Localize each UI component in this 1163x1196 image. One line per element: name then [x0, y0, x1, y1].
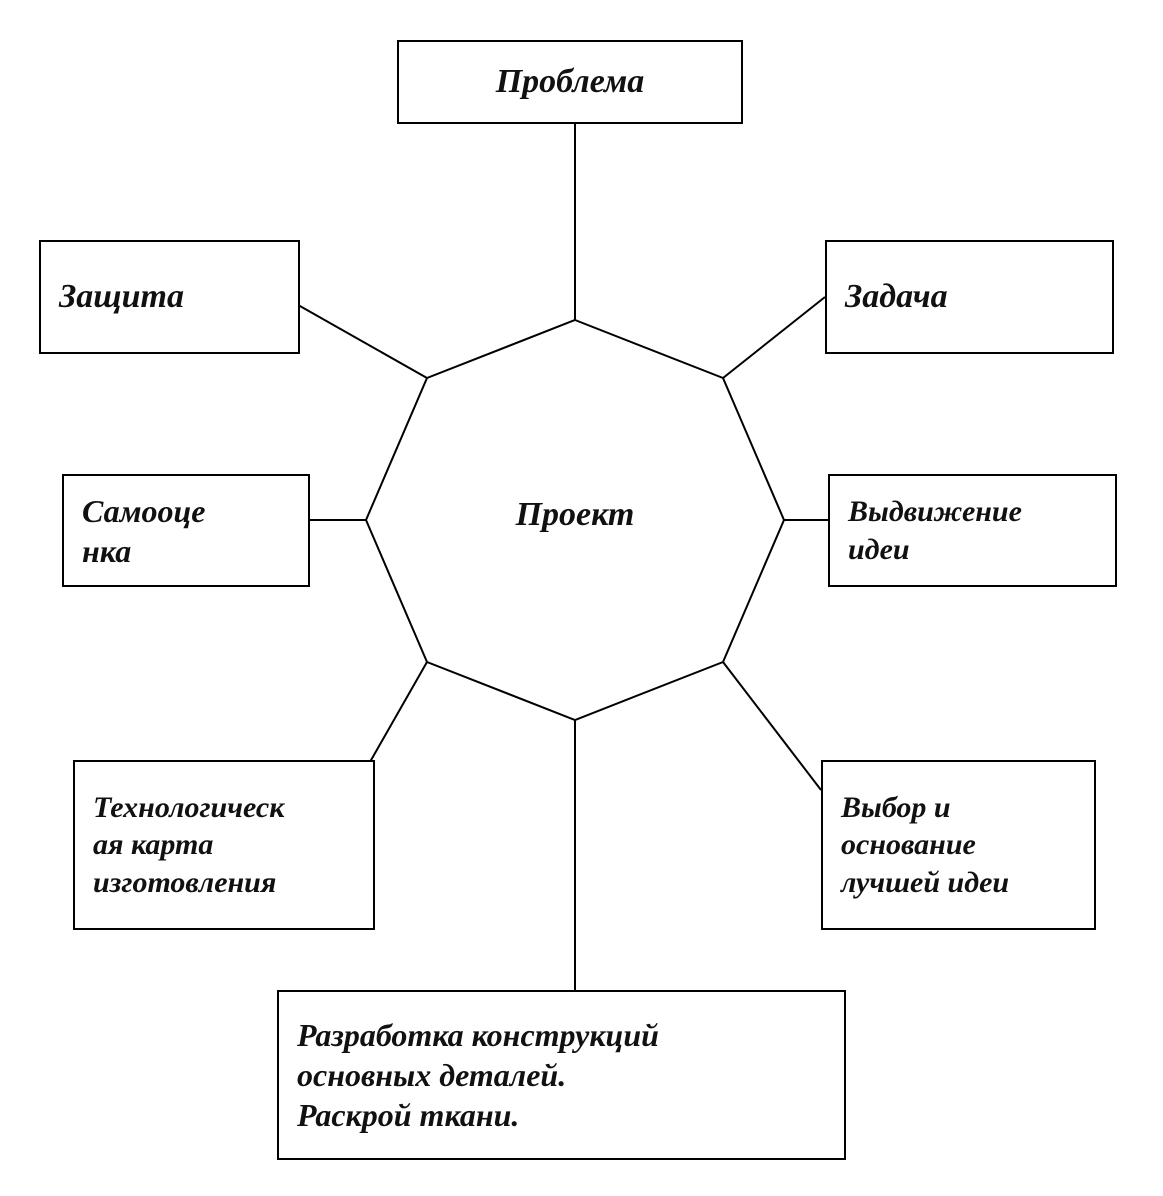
node-task: Задача [825, 240, 1114, 354]
center-label: Проект [455, 496, 695, 534]
node-selfeval: Самооце нка [62, 474, 310, 587]
spoke-line-7 [284, 297, 427, 378]
node-choice: Выбор и основание лучшей идеи [821, 760, 1096, 930]
diagram-stage: Проблема Задача Выдвижение идеи Выбор и осн… [0, 0, 1163, 1196]
node-problem: Проблема [397, 40, 743, 124]
node-design: Разработка конструкций основных деталей.… [277, 990, 846, 1160]
spoke-line-1 [723, 297, 825, 378]
spoke-line-3 [723, 662, 821, 790]
node-techcard: Технологическ ая карта изготовления [73, 760, 375, 930]
node-defense: Защита [39, 240, 300, 354]
node-idea: Выдвижение идеи [828, 474, 1117, 587]
